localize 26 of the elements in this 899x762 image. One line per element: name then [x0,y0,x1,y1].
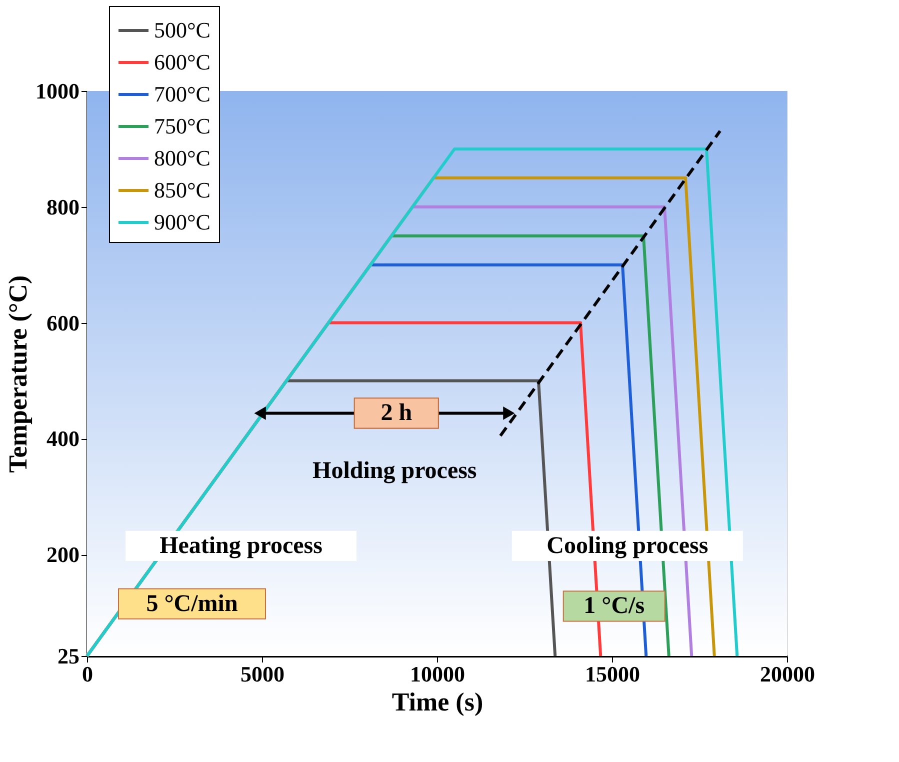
legend-label: 850°C [154,178,210,202]
y-tick-label: 800 [46,194,80,220]
y-tick-label: 1000 [36,78,80,104]
x-tick-label: 5000 [240,662,284,686]
x-tick-label: 10000 [410,662,465,686]
legend-label: 800°C [154,146,210,170]
x-tick-label: 20000 [760,662,815,686]
legend-label: 750°C [154,114,210,138]
annotation: 5 °C/min [146,590,238,617]
legend-label: 700°C [154,82,210,106]
annotation: 2 h [380,400,412,426]
annotation: Holding process [312,458,477,484]
annotation: 1 °C/s [584,593,645,620]
x-tick-label: 15000 [585,662,640,686]
annotation: Cooling process [546,532,708,559]
y-axis-title: Temperature (°C) [4,275,32,473]
y-tick-label: 600 [46,310,80,336]
y-tick-label: 200 [46,542,80,568]
legend-label: 600°C [154,50,210,74]
annotation: Heating process [160,532,322,559]
x-axis-title: Time (s) [392,688,484,716]
y-tick-label: 400 [46,426,80,452]
legend-label: 500°C [154,18,210,42]
x-tick-label: 0 [82,662,93,686]
legend-label: 900°C [154,210,210,234]
y-tick-label: 25 [58,644,80,668]
